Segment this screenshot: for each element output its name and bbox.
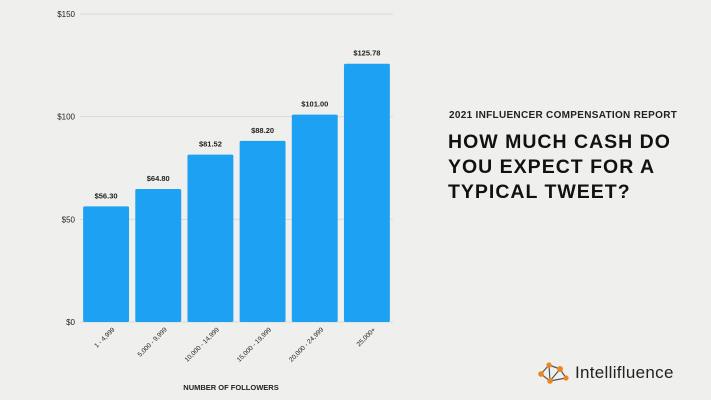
- bar: [83, 206, 130, 322]
- value-label: $88.20: [251, 126, 274, 135]
- value-label: $125.78: [353, 49, 380, 58]
- value-labels: $56.30 $64.80 $81.52 $88.20 $101.00 $125.78: [95, 49, 381, 201]
- bar: [291, 114, 338, 322]
- grid-lines: [80, 13, 393, 323]
- value-label: $56.30: [95, 191, 118, 200]
- x-tick-label: 25,000+: [356, 326, 378, 348]
- x-axis-ticks: 1 - 4,999 5,000 - 9,999 10,000 - 14,999 15,…: [93, 326, 377, 363]
- value-label: $81.52: [199, 140, 222, 149]
- bar: [135, 188, 182, 322]
- y-axis-ticks: $0 $50 $100 $150: [57, 10, 75, 327]
- x-axis-title: NUMBER OF FOLLOWERS: [183, 383, 278, 392]
- x-tick-label: 10,000 - 14,999: [184, 326, 221, 363]
- x-tick-label: 15,000 - 19,999: [236, 326, 273, 363]
- bar-chart: $0 $50 $100 $150 $56.30 $64.80 $81.52 $88.20 $1…: [57, 10, 393, 392]
- brand-logo: Intellifluence: [536, 360, 674, 386]
- network-nodes-icon: [538, 362, 569, 384]
- y-tick-label: $50: [62, 215, 76, 224]
- bar: [187, 154, 234, 322]
- value-label: $64.80: [147, 174, 170, 183]
- report-label: 2021 INFLUENCER COMPENSATION REPORT: [449, 110, 678, 121]
- y-tick-label: $0: [66, 318, 75, 327]
- x-tick-label: 5,000 - 9,999: [137, 326, 169, 358]
- bars: [83, 63, 390, 323]
- bar: [239, 140, 286, 322]
- y-tick-label: $150: [57, 10, 75, 19]
- bar: [343, 63, 390, 323]
- x-tick-label: 20,000 - 24,999: [288, 326, 325, 363]
- value-label: $101.00: [301, 100, 328, 109]
- headline: HOW MUCH CASH DO YOU EXPECT FOR A TYPICA…: [448, 131, 671, 203]
- brand-name: Intellifluence: [575, 363, 674, 382]
- y-tick-label: $100: [57, 113, 75, 122]
- x-tick-label: 1 - 4,999: [93, 326, 116, 349]
